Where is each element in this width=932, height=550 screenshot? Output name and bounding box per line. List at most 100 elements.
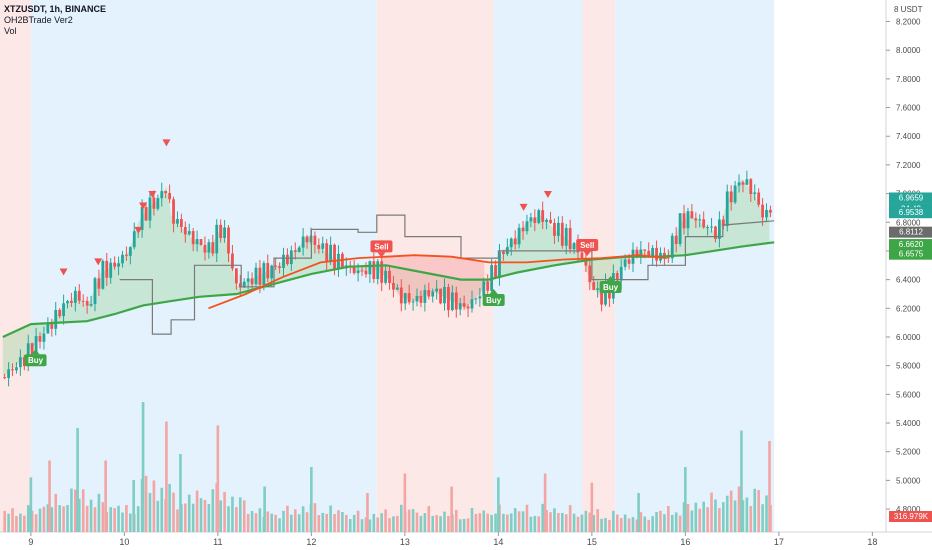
volume-bar: [462, 518, 466, 532]
candle-body: [195, 239, 199, 245]
volume-bar: [722, 502, 725, 532]
indicator-title[interactable]: OH2BTrade Ver2: [4, 15, 73, 25]
symbol-title[interactable]: XTZUSDT, 1h, BINANCE: [4, 4, 107, 14]
sell-arrow-marker: [519, 203, 528, 211]
candle-body: [533, 217, 537, 223]
volume-bar: [427, 506, 431, 532]
price-badge: 6.9659: [889, 192, 932, 204]
volume-bar: [168, 483, 171, 532]
volume-bar: [580, 514, 584, 532]
volume-bar: [337, 510, 340, 532]
volume-bar: [415, 512, 419, 532]
sell-arrow-marker: [59, 268, 68, 276]
candle-body: [733, 185, 737, 203]
sell-arrow-marker: [139, 202, 148, 210]
candle-body: [435, 288, 439, 292]
volume-bar: [278, 518, 281, 532]
candle-body: [604, 281, 607, 305]
candle-body: [125, 254, 128, 256]
candle-body: [494, 265, 497, 279]
volume-bar: [101, 502, 105, 532]
candle-body: [132, 231, 136, 248]
volume-bar: [46, 504, 50, 532]
sell-label-text: Sell: [374, 242, 388, 251]
candle-body: [399, 287, 403, 304]
candle-body: [486, 281, 490, 291]
buy-signal-label: Buy: [599, 276, 622, 294]
volume-bar: [651, 516, 654, 532]
volume-bar: [388, 518, 391, 532]
volume-bar: [590, 482, 594, 532]
volume-bar: [172, 492, 175, 532]
volume-bar: [447, 515, 450, 532]
volume-bar: [706, 507, 709, 532]
y-tick-label: 4.8000: [896, 505, 921, 514]
sell-signal-label: Sell: [370, 240, 393, 258]
volume-bar: [400, 504, 403, 532]
volume-bar: [23, 515, 26, 532]
candle-body: [34, 336, 38, 358]
volume-bar: [443, 511, 446, 532]
candle-body: [97, 278, 101, 289]
volume-bar: [384, 509, 387, 532]
candle-body: [77, 290, 81, 301]
candle-body: [38, 336, 42, 342]
candle-body: [360, 270, 364, 272]
candle-body: [140, 207, 144, 230]
volume-bar: [258, 508, 262, 532]
volume-bar: [549, 512, 552, 532]
candle-body: [325, 243, 329, 263]
candle-body: [670, 235, 674, 259]
x-tick-label: 16: [680, 537, 690, 547]
orange-moving-average: [208, 254, 667, 310]
volume-bar: [686, 503, 690, 532]
candle-body: [7, 369, 11, 379]
volume-bar: [745, 497, 749, 532]
y-tick-label: 5.2000: [896, 448, 921, 457]
volume-bar: [482, 510, 486, 532]
volume-title[interactable]: Vol: [4, 26, 17, 36]
y-tick-label: 7.8000: [896, 75, 921, 84]
candle-body: [117, 263, 120, 267]
candle-body: [431, 291, 435, 297]
candle-body: [765, 209, 768, 218]
volume-bar: [148, 492, 152, 532]
candle-body: [596, 288, 600, 290]
volume-bar: [329, 505, 332, 532]
candle-body: [737, 182, 741, 186]
volume-bar: [710, 492, 713, 532]
volume-bar: [42, 506, 46, 532]
volume-bar: [223, 491, 226, 532]
volume-bar: [29, 477, 33, 532]
volume-bar: [637, 493, 640, 532]
candle-body: [643, 249, 647, 251]
candle-body: [384, 270, 387, 283]
y-tick-label: 5.0000: [896, 476, 921, 485]
candle-body: [553, 223, 556, 236]
candle-body: [678, 213, 682, 244]
volume-bar: [494, 513, 497, 532]
volume-bar: [305, 512, 309, 532]
volume-bar: [242, 500, 246, 532]
candle-body: [395, 287, 399, 290]
candle-body: [340, 253, 344, 269]
volume-bar: [58, 505, 61, 532]
candle-body: [368, 261, 372, 275]
volume-bar: [439, 516, 442, 532]
sell-arrow-marker: [162, 139, 171, 147]
candle-body: [721, 219, 725, 227]
volume-bar: [274, 514, 277, 532]
sell-arrow-marker: [134, 226, 143, 234]
x-tick-label: 13: [400, 537, 410, 547]
candle-body: [109, 262, 113, 278]
candle-body: [753, 192, 757, 194]
candle-body: [517, 227, 521, 245]
volume-bar: [576, 516, 580, 532]
volume-bar: [407, 509, 411, 532]
candle-body: [403, 293, 407, 304]
candle-body: [694, 218, 698, 221]
candle-body: [729, 191, 733, 203]
candle-body: [329, 244, 333, 263]
volume-bar: [655, 512, 658, 532]
